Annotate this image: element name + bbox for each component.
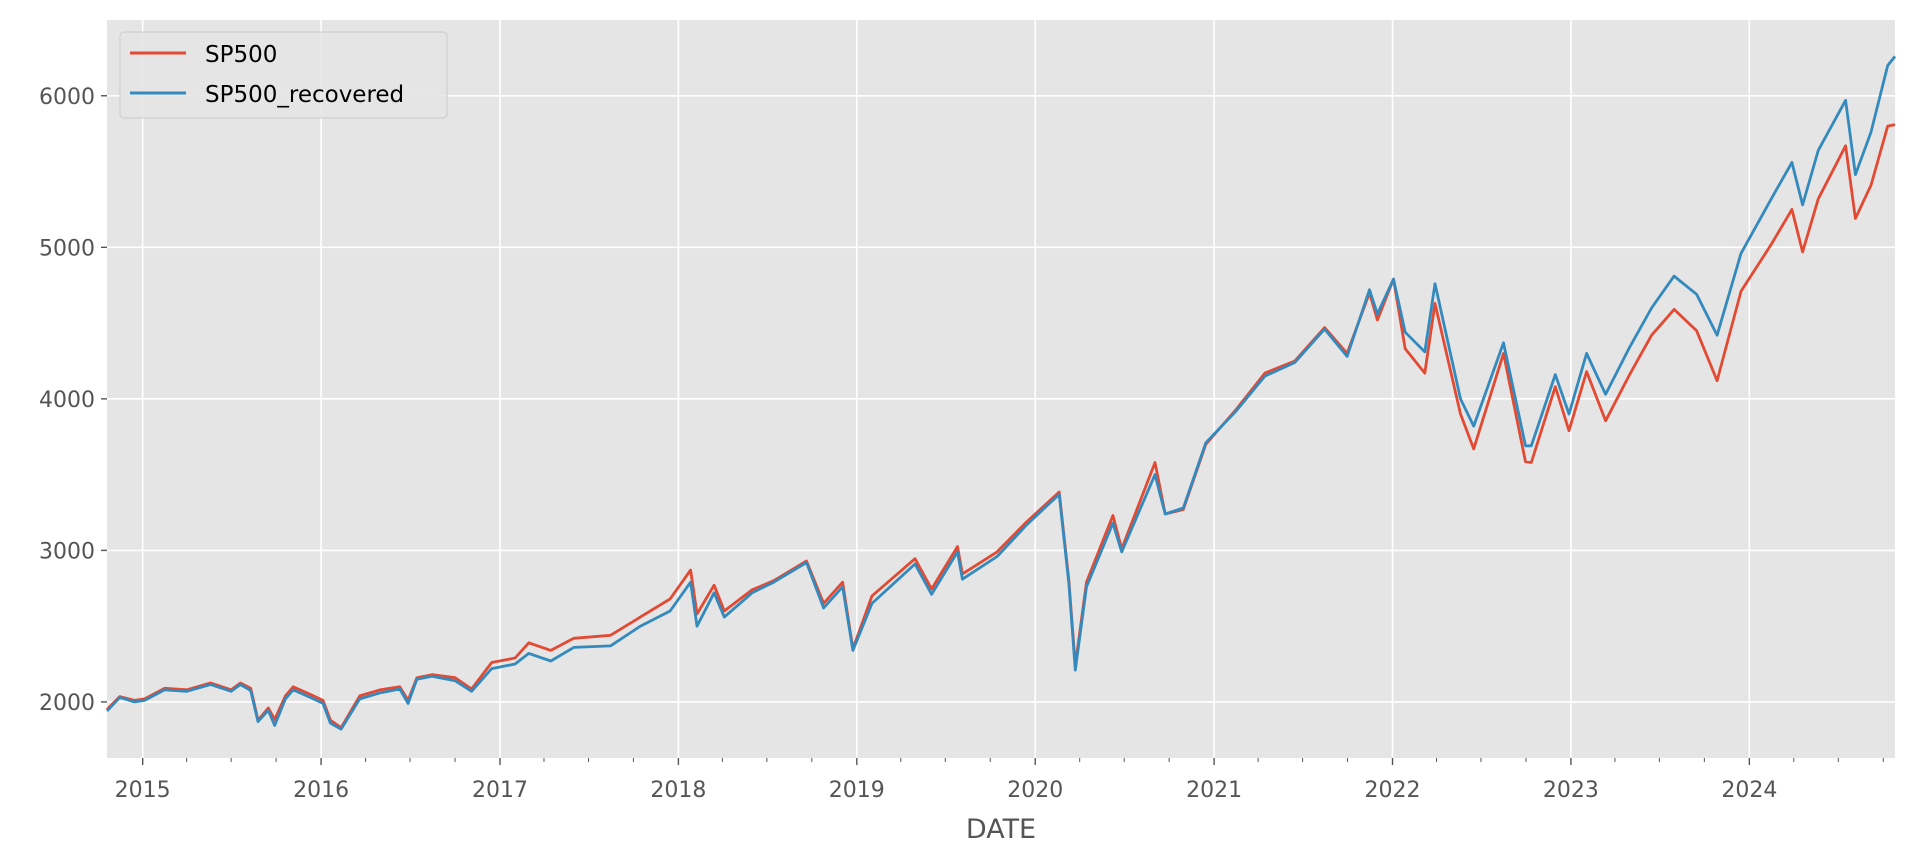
x-tick-label: 2018 (650, 778, 706, 803)
x-tick-label: 2015 (115, 778, 171, 803)
grid (107, 20, 1895, 758)
legend-box (119, 31, 448, 119)
series-line-sp500-recovered (105, 55, 1897, 731)
x-axis-ticks: 2015 2016 2017 2018 2019 2020 2021 2022 2023 2024 (115, 758, 1884, 803)
y-tick-label: 4000 (39, 388, 95, 413)
legend-label-sp500: SP500 (205, 42, 277, 68)
legend-label-sp500-recovered: SP500_recovered (205, 82, 404, 108)
x-axis-title: DATE (966, 814, 1036, 845)
x-tick-label: 2016 (293, 778, 349, 803)
x-tick-label: 2019 (829, 778, 885, 803)
series-layer (105, 55, 1897, 731)
plot-area (107, 20, 1895, 758)
y-axis-ticks: 2000 3000 4000 5000 6000 (39, 85, 107, 716)
x-tick-label: 2017 (472, 778, 528, 803)
legend: SP500 SP500_recovered (119, 31, 448, 119)
y-tick-label: 5000 (39, 236, 95, 261)
x-tick-label: 2021 (1186, 778, 1242, 803)
x-tick-label: 2023 (1543, 778, 1599, 803)
x-tick-label: 2024 (1721, 778, 1777, 803)
y-tick-label: 2000 (39, 691, 95, 716)
x-tick-label: 2022 (1365, 778, 1421, 803)
x-tick-label: 2020 (1007, 778, 1063, 803)
series-line-sp500 (106, 123, 1896, 730)
y-tick-label: 3000 (39, 539, 95, 564)
y-tick-label: 6000 (39, 85, 95, 110)
